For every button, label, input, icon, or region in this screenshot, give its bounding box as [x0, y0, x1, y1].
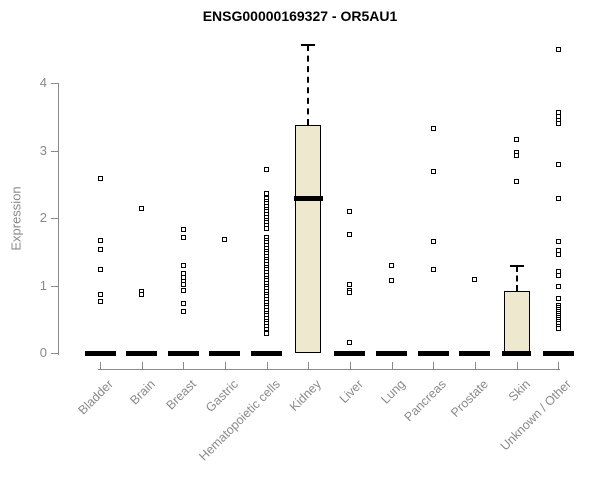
- y-axis-line: [58, 83, 59, 355]
- box-group-skin-box: [503, 290, 530, 353]
- data-point: [97, 291, 103, 297]
- data-point: [180, 282, 186, 288]
- data-point: [514, 136, 519, 142]
- data-point: [347, 209, 353, 215]
- box-group-breast-median: [167, 351, 199, 356]
- data-point: [180, 287, 186, 293]
- box-group-hematopoietic-cells-median: [251, 351, 283, 356]
- data-point: [555, 121, 561, 126]
- data-point: [555, 295, 561, 301]
- data-point: [180, 226, 186, 232]
- data-point: [555, 251, 561, 257]
- data-point: [222, 237, 228, 243]
- data-point: [97, 266, 103, 272]
- x-axis-tick: [183, 361, 185, 369]
- data-point: [430, 126, 436, 132]
- data-point: [514, 153, 519, 159]
- x-axis-tick: [516, 361, 518, 369]
- data-point: [139, 291, 145, 297]
- data-point: [555, 325, 561, 331]
- data-point: [430, 266, 436, 272]
- box-group-kidney-upper-whisker: [307, 44, 310, 125]
- box-group-kidney-box: [295, 124, 322, 353]
- x-axis-tick: [266, 361, 268, 369]
- x-axis-tick: [308, 361, 310, 369]
- box-group-bladder-median: [84, 351, 116, 356]
- data-point: [97, 299, 103, 305]
- data-point: [264, 225, 270, 231]
- data-point: [180, 308, 186, 314]
- data-point: [430, 168, 436, 174]
- data-point: [180, 300, 186, 306]
- box-group-skin-median: [502, 350, 531, 356]
- box-group-prostate-median: [459, 351, 491, 356]
- box-group-skin-whisker-cap: [509, 264, 524, 267]
- data-point: [180, 235, 186, 241]
- data-point: [97, 175, 103, 181]
- data-point: [555, 47, 561, 53]
- y-axis-tick-label: 3: [39, 142, 47, 158]
- data-point: [389, 278, 395, 284]
- data-point: [555, 195, 561, 201]
- y-axis-tick-label: 0: [39, 345, 47, 360]
- x-axis-tick: [224, 361, 226, 369]
- box-group-gastric-median: [209, 351, 241, 356]
- data-point: [347, 290, 353, 296]
- x-axis-tick: [433, 361, 435, 369]
- data-point: [347, 232, 353, 238]
- data-point: [555, 283, 561, 289]
- data-point: [555, 239, 561, 245]
- y-axis-tick-label: 1: [39, 277, 47, 293]
- chart-title: ENSG00000169327 - OR5AU1: [202, 8, 398, 24]
- data-point: [97, 247, 103, 253]
- y-axis-tick-label: 2: [39, 210, 47, 225]
- y-axis-tick: [51, 353, 58, 354]
- y-axis-tick: [51, 285, 58, 287]
- data-point: [514, 179, 519, 185]
- box-group-liver-median: [334, 351, 366, 356]
- data-point: [139, 206, 145, 212]
- x-axis-tick: [391, 361, 393, 369]
- box-group-pancreas-median: [417, 351, 449, 356]
- x-axis-tick: [349, 361, 351, 369]
- data-point: [180, 263, 186, 269]
- data-point: [347, 281, 353, 287]
- data-point: [389, 263, 395, 269]
- y-axis-tick: [51, 83, 58, 84]
- box-group-kidney-median: [293, 195, 323, 201]
- data-point: [555, 162, 561, 168]
- box-group-skin-upper-whisker: [515, 265, 518, 291]
- x-axis-tick: [100, 361, 101, 369]
- data-point: [347, 339, 353, 345]
- data-point: [264, 166, 270, 172]
- data-point: [264, 330, 270, 336]
- data-point: [264, 190, 270, 196]
- data-point: [472, 276, 478, 282]
- y-axis-tick-label: 4: [39, 75, 47, 90]
- x-axis-tick: [474, 361, 476, 369]
- x-axis-tick: [141, 361, 143, 369]
- box-group-brain-median: [126, 351, 158, 356]
- box-group-lung-median: [376, 351, 408, 356]
- box-group-unknown-other-median: [542, 351, 574, 356]
- data-point: [97, 238, 103, 244]
- box-group-kidney-whisker-cap: [301, 43, 316, 46]
- x-axis-line: [98, 369, 561, 370]
- data-point: [555, 272, 561, 278]
- y-axis-tick: [51, 218, 58, 219]
- x-axis-tick: [558, 361, 560, 369]
- y-axis-tick: [51, 150, 58, 152]
- data-point: [430, 239, 436, 245]
